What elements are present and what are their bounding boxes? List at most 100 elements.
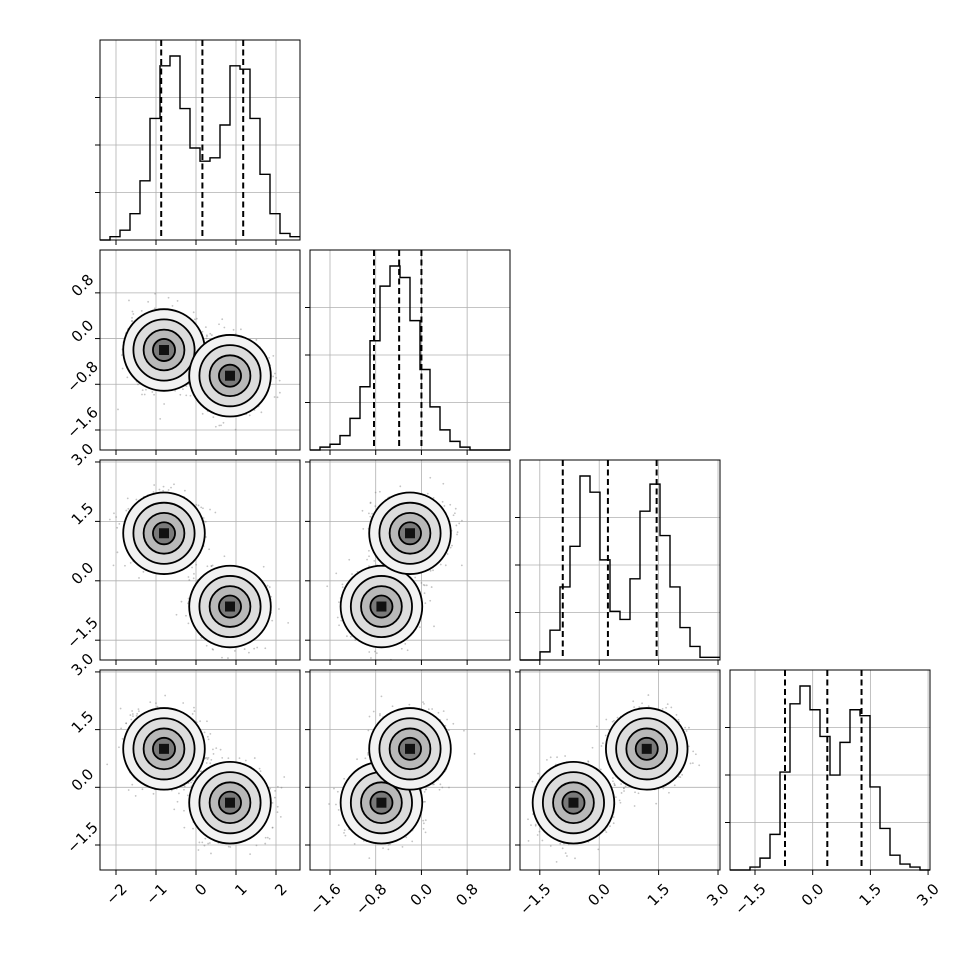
sample-point [202,507,204,510]
contour-line [142,511,186,555]
sample-point [205,644,208,647]
sample-point [90,390,92,392]
sample-point [116,551,119,554]
panel-frame [99,39,301,241]
sample-point [185,614,187,617]
sample-point [266,584,269,587]
sample-point [272,354,275,357]
sample-point [112,564,115,567]
sample-point [162,485,165,488]
sample-point [400,647,403,650]
sample-point [441,500,444,503]
sample-point [429,476,432,479]
sample-point [125,509,128,512]
sample-point [205,337,208,340]
contour-line [198,575,262,639]
sample-point [276,396,279,399]
sample-point [129,562,132,564]
sample-point [179,393,182,396]
sample-point [173,483,175,486]
sample-point [326,585,329,588]
sample-point [351,573,353,575]
sample-point [368,512,370,515]
histogram-panel-p0 [95,39,301,245]
sample-point [174,389,177,392]
sample-point [278,608,280,610]
sample-point [425,584,428,587]
sample-point [211,564,214,567]
sample-point [153,307,156,310]
sample-point [210,565,213,567]
sample-point [206,335,208,338]
sample-point [147,300,150,303]
sample-point [215,662,217,664]
sample-point [141,393,143,396]
sample-point [171,304,174,307]
sample-point [375,652,378,654]
sample-point [423,584,426,587]
sample-point [341,586,344,589]
sample-point [159,417,162,420]
contour-line [198,344,262,408]
sample-point [278,379,281,382]
sample-point [158,488,161,491]
sample-point [262,565,265,568]
histogram-step-p3 [730,685,930,871]
sample-point [131,320,133,322]
sample-point [270,595,273,598]
sample-point [176,300,179,302]
sample-point [260,411,263,414]
sample-point [338,624,340,627]
sample-point [153,484,156,486]
sample-point [124,564,126,567]
histogram-panel-p1 [305,249,511,455]
panel-frame [309,249,511,451]
sample-point [131,320,133,323]
sample-point [195,317,198,320]
sample-point [268,586,271,588]
contour-line [218,594,242,619]
sample-point [116,526,119,529]
histogram-step-p0 [100,55,300,241]
sample-point [152,491,155,493]
sample-point [209,332,212,335]
sample-point [218,323,220,326]
sample-point [374,650,376,653]
sample-point [429,569,432,572]
sample-point [366,558,368,561]
sample-point [192,311,195,314]
sample-point [193,572,195,575]
sample-point [287,622,290,624]
sample-point [132,313,135,315]
sample-point [370,657,372,659]
sample-point [336,616,339,619]
sample-point [214,425,217,428]
sample-point [197,504,200,507]
sample-point [215,666,217,668]
sample-point [195,563,198,566]
sample-point [188,579,191,581]
sample-point [195,503,198,506]
contour-line [142,328,186,372]
sample-point [373,560,376,562]
panel-frame [519,459,721,661]
sample-point [218,424,221,427]
sample-point [443,505,446,507]
sample-point [118,522,121,525]
contour-line [218,363,242,388]
sample-point [278,391,281,394]
sample-point [153,393,155,396]
sample-point [223,326,226,329]
sample-point [205,334,208,337]
sample-point [456,533,458,536]
sample-point [142,570,145,573]
sample-point [145,388,147,391]
sample-point [185,385,188,388]
sample-point [202,517,205,519]
sample-point [349,635,352,638]
density-peak [225,370,235,381]
sample-point [151,391,154,393]
sample-point [182,388,184,391]
contour-line [132,501,196,565]
histogram-step-p2 [520,475,720,661]
